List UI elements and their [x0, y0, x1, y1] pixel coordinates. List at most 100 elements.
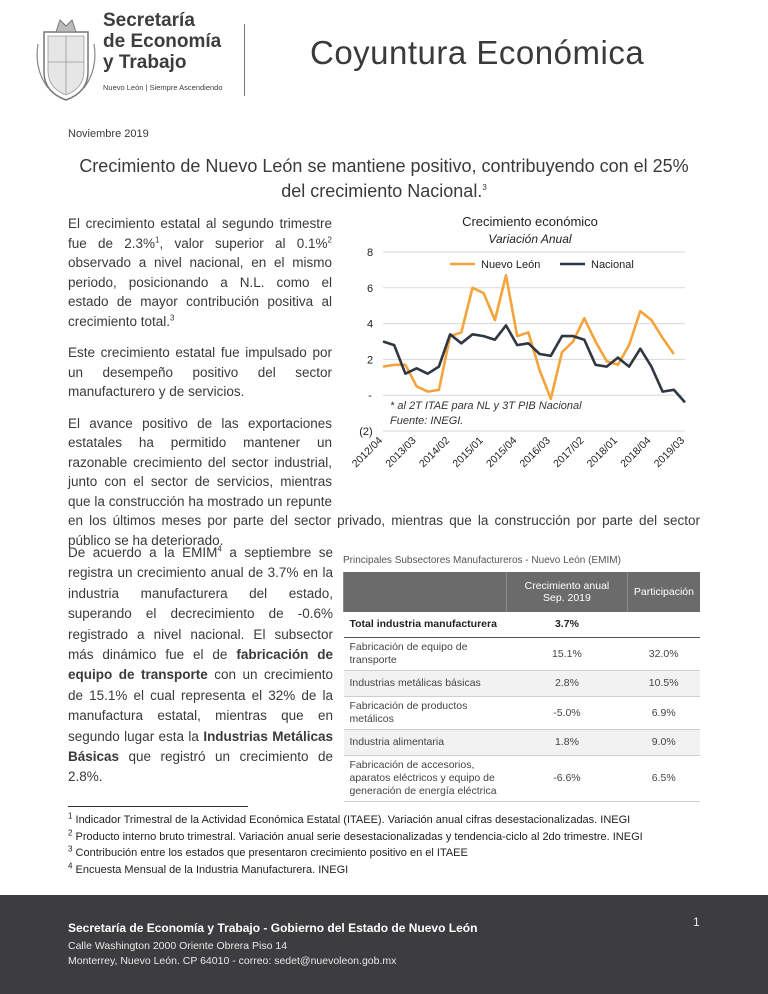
- footnote: 3 Contribución entre los estados que pre…: [68, 845, 643, 862]
- header-cell: [343, 572, 507, 612]
- footer-line: Calle Washington 2000 Oriente Obrera Pis…: [68, 940, 288, 952]
- chart: Crecimiento económico Variación Anual (2) -…: [350, 214, 687, 470]
- chart-box: Crecimiento económico Variación Anual (2) -…: [340, 210, 700, 493]
- text-run: Crecimiento de Nuevo León se mantiene po…: [79, 156, 689, 201]
- table-row: Fabricación de accesorios, aparatos eléc…: [343, 755, 700, 802]
- paragraph: Este crecimiento estatal fue impulsado p…: [68, 343, 700, 402]
- row-label: Total industria manufacturera: [343, 612, 507, 638]
- legend-label: Nacional: [591, 259, 634, 271]
- row-label: Industrias metálicas básicas: [343, 670, 507, 697]
- org-line: y Trabajo: [103, 52, 187, 73]
- body-text: Crecimiento económico Variación Anual (2) -…: [68, 214, 700, 562]
- superscript: 4: [217, 544, 222, 554]
- text-run: fabricación de equipo de transporte: [68, 647, 334, 683]
- footnote-mark: 1: [68, 811, 73, 821]
- x-tick-label: 2018/04: [618, 435, 653, 470]
- superscript: 3: [482, 183, 487, 192]
- footnote-text: Producto interno bruto trimestral. Varia…: [72, 830, 643, 843]
- org-line: de Economía: [103, 31, 222, 52]
- x-tick-label: 2015/01: [450, 435, 485, 470]
- footer: Secretaría de Economía y Trabajo - Gobie…: [0, 895, 768, 994]
- growth-cell: -6.6%: [506, 755, 628, 802]
- org-name: Secretaría de Economía y Trabajo: [103, 10, 221, 73]
- footnotes: 1 Indicador Trimestral de la Actividad E…: [68, 812, 643, 878]
- growth-cell: -5.0%: [506, 696, 628, 730]
- footnote-text: Contribución entre los estados que prese…: [72, 847, 468, 859]
- annotation: Fuente: INEGI.: [390, 415, 463, 427]
- share-cell: 6.5%: [627, 755, 700, 802]
- x-tick-label: 2017/02: [551, 435, 586, 470]
- paragraph: El avance positivo de las exportaciones …: [68, 414, 700, 551]
- x-tick-label: 2018/01: [585, 435, 620, 470]
- org-line: Secretaría: [103, 10, 195, 31]
- text-run: Industrias Metálicas Básicas: [68, 728, 333, 765]
- superscript: 1: [155, 235, 160, 244]
- footer-line: Monterrey, Nuevo León. CP 64010 - correo…: [68, 955, 397, 967]
- tagline: Nuevo León | Siempre Ascendiendo: [103, 83, 223, 92]
- footnote-text: Encuesta Mensual de la Industria Manufac…: [72, 863, 349, 876]
- x-tick-label: 2013/03: [383, 435, 418, 470]
- header-cell: Participación: [626, 572, 700, 612]
- footnote: 4 Encuesta Mensual de la Industria Manuf…: [68, 860, 643, 879]
- footnote-mark: 4: [68, 860, 73, 870]
- headline: Crecimiento de Nuevo León se mantiene po…: [68, 154, 700, 204]
- y-tick-label: (2): [359, 426, 372, 438]
- share-cell: [627, 612, 700, 638]
- y-tick-label: -: [368, 390, 372, 402]
- paragraph: El crecimiento estatal al segundo trimes…: [68, 214, 700, 331]
- growth-cell: 2.8%: [506, 670, 628, 697]
- table-box: Principales Subsectores Manufactureros -…: [343, 555, 700, 802]
- growth-cell: 1.8%: [506, 729, 628, 756]
- text-run: El avance positivo de las exportaciones …: [68, 415, 700, 548]
- footnote: 1 Indicador Trimestral de la Actividad E…: [68, 812, 643, 829]
- table-row: Fabricación de productos metálicos -5.0% 6…: [343, 696, 700, 730]
- table-title: Principales Subsectores Manufactureros -…: [343, 555, 621, 566]
- share-cell: 32.0%: [627, 637, 700, 671]
- logo: [36, 19, 96, 101]
- text-run: Este crecimiento estatal fue impulsado p…: [68, 345, 332, 399]
- row-label: Fabricación de equipo de transporte: [343, 637, 507, 671]
- row-label: Industria alimentaria: [343, 729, 507, 756]
- doc-title: Coyuntura Económica: [310, 34, 645, 71]
- header-cell: Crecimiento anual Sep. 2019: [506, 572, 628, 612]
- row-label: Fabricación de accesorios, aparatos eléc…: [343, 755, 507, 802]
- date: Noviembre 2019: [68, 128, 149, 140]
- footnote-mark: 2: [68, 827, 73, 837]
- annotation: * al 2T ITAE para NL y 3T PIB Nacional: [390, 400, 582, 412]
- table-row: Fabricación de equipo de transporte 15.1%…: [343, 637, 700, 671]
- chart-title: Crecimiento económico: [462, 214, 598, 229]
- page-number: 1: [693, 915, 700, 929]
- text-run: observado a nivel nacional, en el mismo …: [68, 255, 332, 329]
- superscript: 3: [170, 313, 175, 322]
- x-tick-label: 2016/03: [518, 435, 553, 470]
- text-run: De acuerdo a la EMIM: [68, 545, 218, 560]
- x-tick-label: 2015/04: [484, 435, 519, 470]
- growth-cell: 15.1%: [506, 637, 628, 671]
- series-line: [382, 324, 686, 404]
- table-row: Total industria manufacturera 3.7%: [343, 612, 700, 638]
- divider: [244, 24, 245, 96]
- footnote-mark: 3: [68, 844, 73, 854]
- table-body: Total industria manufacturera 3.7% Fabrica…: [343, 612, 700, 802]
- x-tick-label: 2014/02: [417, 435, 452, 470]
- paragraph: De acuerdo a la EMIM4 a septiembre se re…: [68, 543, 333, 788]
- footnote: 2 Producto interno bruto trimestral. Var…: [68, 827, 643, 846]
- text-run: El crecimiento estatal al segundo trimes…: [68, 216, 332, 251]
- footnote-rule: [68, 806, 248, 807]
- y-tick-label: 6: [367, 283, 373, 295]
- x-tick-label: 2019/03: [652, 435, 687, 470]
- footer-line: Secretaría de Economía y Trabajo - Gobie…: [68, 921, 478, 935]
- table: Crecimiento anual Sep. 2019 Participación…: [343, 572, 700, 802]
- table-header: Crecimiento anual Sep. 2019 Participación: [343, 572, 700, 612]
- share-cell: 9.0%: [627, 729, 700, 756]
- share-cell: 10.5%: [627, 670, 700, 697]
- body-text: De acuerdo a la EMIM4 a septiembre se re…: [68, 543, 333, 788]
- superscript: 2: [327, 235, 332, 244]
- x-tick-label: 2012/04: [350, 435, 385, 470]
- row-label: Fabricación de productos metálicos: [343, 696, 507, 730]
- text-run: , valor superior al 0.1%: [159, 235, 328, 251]
- table-row: Industria alimentaria 1.8% 9.0%: [343, 729, 700, 756]
- y-tick-label: 4: [367, 319, 373, 331]
